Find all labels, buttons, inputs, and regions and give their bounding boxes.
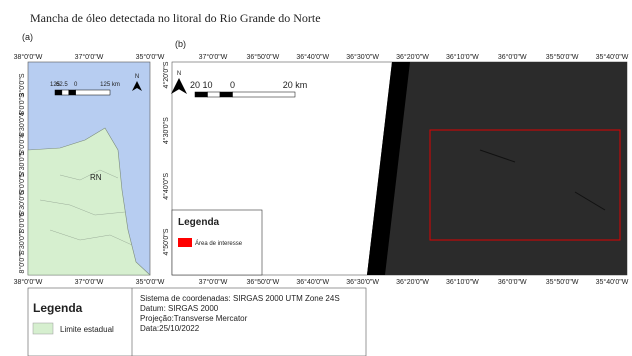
lon-label: 36°50'0"W [247, 278, 280, 286]
lat-label: 4°50'0"S [162, 228, 170, 255]
lat-label: 4°40'0"S [162, 173, 170, 200]
info-line: Sistema de coordenadas: SIRGAS 2000 UTM … [140, 294, 340, 303]
scale-label: 125 km [100, 82, 120, 88]
panel-label: (a) [22, 32, 33, 42]
lon-label: 35°50'0"W [546, 53, 579, 61]
scale-label: 62.5 [56, 82, 68, 88]
lon-label: 36°20'0"W [396, 278, 429, 286]
legend-item: Limite estadual [60, 325, 114, 334]
north-label: N [135, 74, 139, 80]
lon-label: 36°30'0"W [346, 278, 379, 286]
lon-label: 36°40'0"W [296, 278, 329, 286]
north-label: N [177, 71, 181, 77]
scale-segment [233, 92, 296, 97]
legend-title: Legenda [33, 301, 83, 315]
lon-label: 37°0'0"W [75, 53, 104, 61]
lon-label: 38°0'0"W [14, 278, 43, 286]
lon-label: 35°0'0"W [136, 278, 165, 286]
lon-label: 36°10'0"W [446, 53, 479, 61]
place-label: RN [90, 173, 102, 182]
scale-label: 10 [202, 80, 212, 90]
lon-label: 37°0'0"W [75, 278, 104, 286]
lon-label: 36°30'0"W [346, 53, 379, 61]
info-line: Data:25/10/2022 [140, 324, 200, 333]
lat-label: 3°0'0"S [18, 73, 26, 96]
lon-label: 36°40'0"W [296, 53, 329, 61]
lon-label: 37°0'0"W [199, 53, 228, 61]
lat-label: 8°0'0"S [18, 250, 26, 273]
lon-label: 35°50'0"W [546, 278, 579, 286]
lat-label: 4°20'0"S [162, 61, 170, 88]
scale-segment [76, 90, 110, 95]
lon-label: 37°0'0"W [199, 278, 228, 286]
scale-segment [220, 92, 233, 97]
info-line: Datum: SIRGAS 2000 [140, 304, 219, 313]
lon-label: 35°40'0"W [596, 53, 629, 61]
title: Mancha de óleo detectada no litoral do R… [30, 11, 321, 25]
page: Mancha de óleo detectada no litoral do R… [0, 0, 632, 356]
lon-label: 35°0'0"W [136, 53, 165, 61]
legend-swatch [33, 323, 53, 334]
scale-segment [195, 92, 208, 97]
scale-label: 20 [190, 80, 200, 90]
lon-label: 36°50'0"W [247, 53, 280, 61]
info-line: Projeção:Transverse Mercator [140, 314, 248, 323]
scale-segment [69, 90, 76, 95]
scale-segment [62, 90, 69, 95]
lon-label: 36°0'0"W [498, 278, 527, 286]
scale-label: 0 [230, 80, 235, 90]
lon-label: 36°10'0"W [446, 278, 479, 286]
lat-label: 4°30'0"S [162, 117, 170, 144]
legend-title: Legenda [178, 217, 220, 228]
lon-label: 36°0'0"W [498, 53, 527, 61]
scale-segment [55, 90, 62, 95]
legend-swatch [178, 238, 192, 247]
scale-label: 20 km [283, 80, 308, 90]
scale-segment [208, 92, 221, 97]
lon-label: 36°20'0"W [396, 53, 429, 61]
legend-item: Área de interesse [195, 240, 243, 247]
lon-label: 38°0'0"W [14, 53, 43, 61]
panel-label: (b) [175, 39, 186, 49]
lon-label: 35°40'0"W [596, 278, 629, 286]
